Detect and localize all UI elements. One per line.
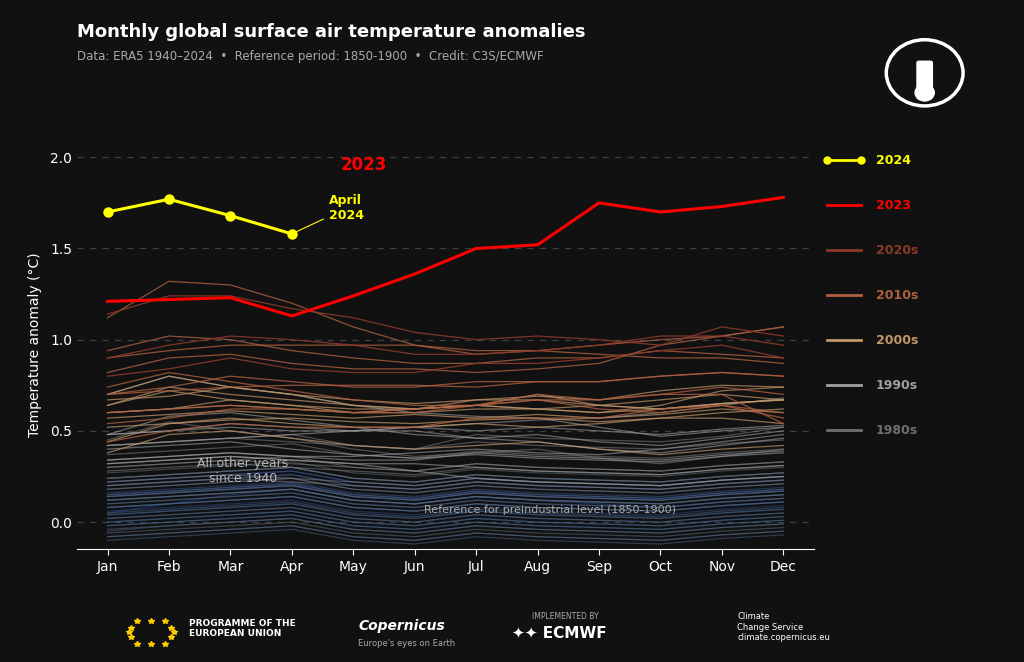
- Text: Reference for preindustrial level (1850-1900): Reference for preindustrial level (1850-…: [424, 505, 676, 515]
- Text: 2000s: 2000s: [876, 334, 918, 347]
- FancyBboxPatch shape: [918, 62, 932, 91]
- Text: Europe's eyes on Earth: Europe's eyes on Earth: [358, 639, 456, 648]
- Text: Data: ERA5 1940–2024  •  Reference period: 1850-1900  •  Credit: C3S/ECMWF: Data: ERA5 1940–2024 • Reference period:…: [77, 50, 544, 63]
- Text: 2023: 2023: [876, 199, 910, 212]
- Text: 2010s: 2010s: [876, 289, 918, 302]
- Text: IMPLEMENTED BY: IMPLEMENTED BY: [532, 612, 599, 622]
- Text: Monthly global surface air temperature anomalies: Monthly global surface air temperature a…: [77, 23, 586, 41]
- Text: 1990s: 1990s: [876, 379, 918, 392]
- Text: 2020s: 2020s: [876, 244, 918, 257]
- Circle shape: [915, 85, 934, 101]
- Y-axis label: Temperature anomaly (°C): Temperature anomaly (°C): [28, 252, 42, 436]
- Text: 1980s: 1980s: [876, 424, 918, 437]
- Text: All other years
since 1940: All other years since 1940: [197, 457, 289, 485]
- Text: 2024: 2024: [876, 154, 910, 167]
- Text: ✦✦ ECMWF: ✦✦ ECMWF: [512, 626, 606, 641]
- Text: Climate
Change Service
climate.copernicus.eu: Climate Change Service climate.copernicu…: [737, 612, 830, 642]
- Text: PROGRAMME OF THE
EUROPEAN UNION: PROGRAMME OF THE EUROPEAN UNION: [189, 619, 296, 638]
- Text: April
2024: April 2024: [294, 195, 364, 233]
- Text: 2023: 2023: [341, 156, 387, 174]
- Text: Copernicus: Copernicus: [358, 619, 445, 633]
